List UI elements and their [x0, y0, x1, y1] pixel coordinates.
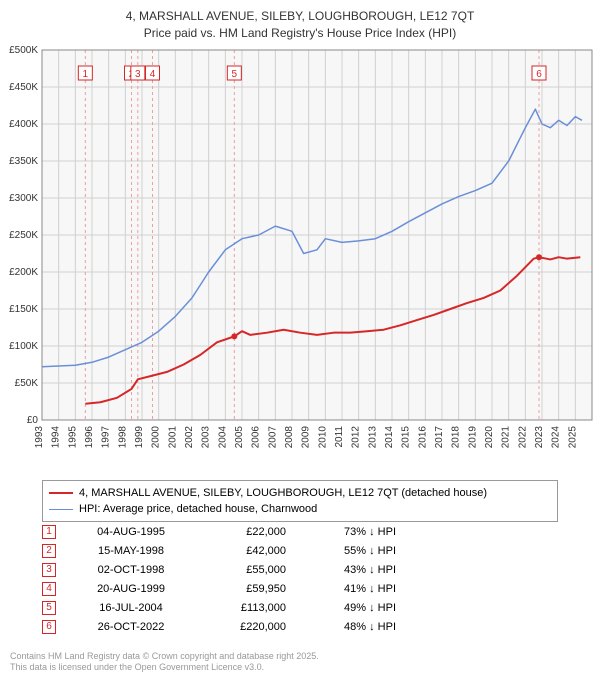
sale-date: 16-JUL-2004 — [76, 602, 186, 614]
svg-text:1998: 1998 — [117, 426, 128, 449]
footer: Contains HM Land Registry data © Crown c… — [10, 651, 319, 674]
svg-text:1999: 1999 — [134, 426, 145, 449]
svg-text:£400K: £400K — [9, 119, 38, 130]
svg-text:1994: 1994 — [51, 426, 62, 449]
svg-text:£250K: £250K — [9, 230, 38, 241]
svg-text:£450K: £450K — [9, 82, 38, 93]
svg-text:2017: 2017 — [434, 426, 445, 449]
svg-text:1996: 1996 — [84, 426, 95, 449]
svg-text:2010: 2010 — [317, 426, 328, 449]
legend-item: HPI: Average price, detached house, Char… — [49, 501, 551, 517]
svg-text:2020: 2020 — [484, 426, 495, 449]
sale-marker-icon: 5 — [42, 601, 56, 615]
sale-pct: 41% ↓ HPI — [306, 583, 396, 595]
sale-date: 02-OCT-1998 — [76, 564, 186, 576]
legend-label: 4, MARSHALL AVENUE, SILEBY, LOUGHBOROUGH… — [79, 485, 487, 501]
svg-text:£50K: £50K — [15, 378, 39, 389]
svg-text:£350K: £350K — [9, 156, 38, 167]
svg-text:2005: 2005 — [234, 426, 245, 449]
svg-text:2002: 2002 — [184, 426, 195, 449]
sale-pct: 43% ↓ HPI — [306, 564, 396, 576]
footer-line1: Contains HM Land Registry data © Crown c… — [10, 651, 319, 663]
svg-text:2003: 2003 — [201, 426, 212, 449]
sale-price: £22,000 — [206, 526, 286, 538]
svg-text:£100K: £100K — [9, 341, 38, 352]
sale-pct: 48% ↓ HPI — [306, 621, 396, 633]
table-row: 6 26-OCT-2022 £220,000 48% ↓ HPI — [42, 617, 558, 636]
sales-table: 1 04-AUG-1995 £22,000 73% ↓ HPI 2 15-MAY-1998… — [42, 522, 558, 636]
svg-text:2018: 2018 — [451, 426, 462, 449]
svg-text:2015: 2015 — [401, 426, 412, 449]
svg-text:2013: 2013 — [367, 426, 378, 449]
svg-text:2012: 2012 — [351, 426, 362, 449]
sale-date: 20-AUG-1999 — [76, 583, 186, 595]
sale-pct: 55% ↓ HPI — [306, 545, 396, 557]
svg-text:2009: 2009 — [301, 426, 312, 449]
svg-text:4: 4 — [150, 69, 156, 80]
svg-text:1: 1 — [83, 69, 89, 80]
sale-date: 26-OCT-2022 — [76, 621, 186, 633]
table-row: 4 20-AUG-1999 £59,950 41% ↓ HPI — [42, 579, 558, 598]
chart-title: 4, MARSHALL AVENUE, SILEBY, LOUGHBOROUGH… — [0, 0, 600, 42]
svg-text:1993: 1993 — [34, 426, 45, 449]
chart: £0 £50K £100K £150K £200K £250K £300K £350K £400… — [0, 44, 600, 474]
svg-text:2021: 2021 — [501, 426, 512, 449]
svg-text:2004: 2004 — [217, 426, 228, 449]
sale-date: 15-MAY-1998 — [76, 545, 186, 557]
svg-text:2024: 2024 — [551, 426, 562, 449]
title-line1: 4, MARSHALL AVENUE, SILEBY, LOUGHBOROUGH… — [0, 8, 600, 25]
svg-text:1997: 1997 — [101, 426, 112, 449]
svg-text:£500K: £500K — [9, 45, 38, 56]
svg-text:2011: 2011 — [334, 426, 345, 448]
legend-label: HPI: Average price, detached house, Char… — [79, 501, 317, 517]
svg-text:2014: 2014 — [384, 426, 395, 449]
sale-marker-icon: 4 — [42, 582, 56, 596]
sale-marker-icon: 2 — [42, 544, 56, 558]
sale-price: £113,000 — [206, 602, 286, 614]
sale-pct: 49% ↓ HPI — [306, 602, 396, 614]
sale-price: £42,000 — [206, 545, 286, 557]
sale-date: 04-AUG-1995 — [76, 526, 186, 538]
table-row: 5 16-JUL-2004 £113,000 49% ↓ HPI — [42, 598, 558, 617]
sale-price: £55,000 — [206, 564, 286, 576]
table-row: 2 15-MAY-1998 £42,000 55% ↓ HPI — [42, 541, 558, 560]
svg-text:1995: 1995 — [67, 426, 78, 449]
title-line2: Price paid vs. HM Land Registry's House … — [0, 25, 600, 42]
svg-text:£150K: £150K — [9, 304, 38, 315]
sale-marker-icon: 1 — [42, 525, 56, 539]
sale-price: £59,950 — [206, 583, 286, 595]
svg-text:£200K: £200K — [9, 267, 38, 278]
svg-text:2001: 2001 — [167, 426, 178, 449]
sale-pct: 73% ↓ HPI — [306, 526, 396, 538]
svg-text:2019: 2019 — [467, 426, 478, 449]
svg-text:2023: 2023 — [534, 426, 545, 449]
svg-text:£300K: £300K — [9, 193, 38, 204]
sale-price: £220,000 — [206, 621, 286, 633]
svg-text:6: 6 — [536, 69, 542, 80]
sale-marker-icon: 3 — [42, 563, 56, 577]
svg-text:2022: 2022 — [517, 426, 528, 449]
sale-marker-icon: 6 — [42, 620, 56, 634]
legend-swatch — [49, 509, 73, 510]
svg-text:5: 5 — [232, 69, 238, 80]
svg-text:2025: 2025 — [567, 426, 578, 449]
table-row: 3 02-OCT-1998 £55,000 43% ↓ HPI — [42, 560, 558, 579]
svg-text:2006: 2006 — [251, 426, 262, 449]
footer-line2: This data is licensed under the Open Gov… — [10, 662, 319, 674]
legend-swatch — [49, 492, 73, 494]
svg-text:2016: 2016 — [417, 426, 428, 449]
svg-text:2008: 2008 — [284, 426, 295, 449]
svg-text:3: 3 — [135, 69, 141, 80]
svg-text:2000: 2000 — [151, 426, 162, 449]
legend: 4, MARSHALL AVENUE, SILEBY, LOUGHBOROUGH… — [42, 480, 558, 522]
svg-text:2007: 2007 — [267, 426, 278, 449]
table-row: 1 04-AUG-1995 £22,000 73% ↓ HPI — [42, 522, 558, 541]
legend-item: 4, MARSHALL AVENUE, SILEBY, LOUGHBOROUGH… — [49, 485, 551, 501]
svg-text:£0: £0 — [27, 415, 39, 426]
